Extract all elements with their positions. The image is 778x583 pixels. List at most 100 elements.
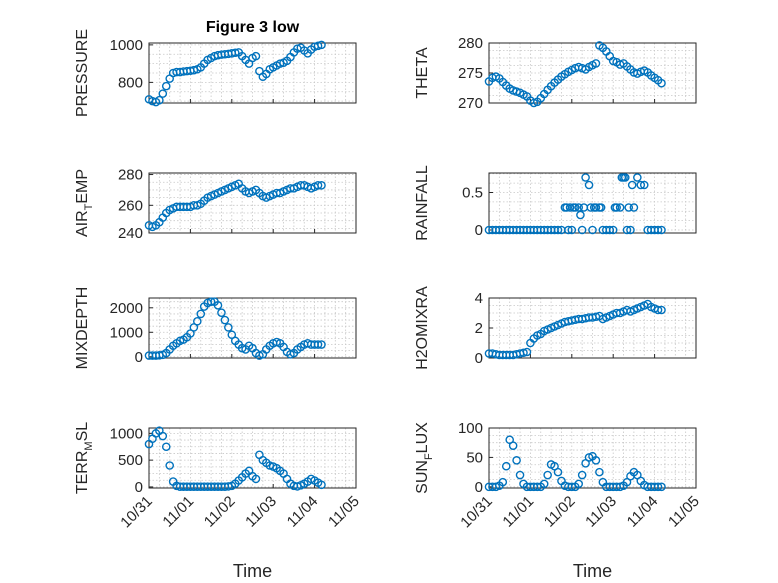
y-tick-label: 50 <box>466 449 483 466</box>
data-point <box>217 308 226 317</box>
data-point <box>192 316 202 326</box>
data-point <box>553 467 563 477</box>
data-point <box>317 480 326 490</box>
y-tick-label: 0 <box>135 349 143 366</box>
data-point <box>206 297 216 306</box>
data-point <box>574 479 584 489</box>
data-point <box>629 203 639 212</box>
data-point <box>508 441 518 450</box>
data-point <box>317 40 326 50</box>
data-point <box>317 340 326 349</box>
y-tick-label: 270 <box>458 95 483 112</box>
data-point <box>230 48 240 58</box>
data-point <box>519 348 528 358</box>
y-tick-label: 0.5 <box>462 185 483 202</box>
data-point <box>313 181 323 190</box>
axes-frame <box>148 172 357 234</box>
data-point <box>586 203 596 212</box>
axes-frame <box>148 297 357 359</box>
y-tick-label: 1000 <box>110 324 143 341</box>
y-tick-label: 100 <box>458 420 483 437</box>
axes-frame <box>148 42 357 104</box>
axes-frame <box>148 427 357 489</box>
data-point <box>657 225 666 235</box>
y-tick-label: 2000 <box>110 300 143 317</box>
axes-box <box>488 172 697 234</box>
y-tick-label: 240 <box>118 225 143 242</box>
data-point <box>588 225 597 235</box>
y-axis-label: MIXDEPTH <box>74 287 91 370</box>
data-point <box>196 309 206 319</box>
data-point <box>657 305 666 315</box>
data-point <box>653 482 663 492</box>
data-point <box>522 347 532 357</box>
subplot-1: 800 1000 PRESSURE Figure 3 low <box>74 19 357 117</box>
y-tick-label: 0 <box>475 479 483 496</box>
data-point <box>565 203 575 212</box>
data-point <box>577 470 587 480</box>
y-tick-label: 0 <box>475 350 483 367</box>
data-point <box>251 51 261 61</box>
data-point <box>165 461 174 470</box>
data-point <box>155 95 164 105</box>
x-axis-label: Time <box>233 561 272 581</box>
y-tick-label: 1000 <box>110 425 143 442</box>
data-point <box>567 225 577 235</box>
data-point <box>626 225 635 235</box>
x-tick-label: 11/04 <box>284 493 322 531</box>
x-tick-label: 11/02 <box>201 493 239 531</box>
y-tick-label: 1000 <box>110 37 143 54</box>
axes-box <box>148 297 357 359</box>
data-point <box>553 225 563 235</box>
data-point <box>595 467 604 477</box>
subplot-7: 0 500 1000 10/31 11/01 11/02 11/03 11/04 11/05 TE… <box>74 422 363 581</box>
subplot-3: 240 260 280 AIRTEMP <box>74 167 357 242</box>
data-point <box>608 225 618 235</box>
data-point <box>653 305 663 315</box>
data-point <box>577 225 587 235</box>
x-tick-label: 11/05 <box>325 493 363 531</box>
y-tick-label: 275 <box>458 65 483 82</box>
y-tick-label: 500 <box>118 452 143 469</box>
data-point <box>636 180 646 190</box>
data-point <box>533 482 542 492</box>
y-axis-label: PRESSURE <box>74 29 91 117</box>
data-point <box>622 225 632 235</box>
subplot-title: Figure 3 low <box>206 19 300 36</box>
data-point <box>605 225 615 235</box>
data-point <box>584 180 594 190</box>
subplot-8: 0 50 100 10/31 11/01 11/02 11/03 11/04 11/05 SUNF… <box>414 420 703 581</box>
y-tick-label: 280 <box>458 35 483 52</box>
data-point <box>639 180 649 190</box>
data-point <box>617 173 627 182</box>
data-point <box>161 442 171 452</box>
data-point <box>591 456 601 465</box>
data-point <box>224 323 233 332</box>
y-tick-label: 800 <box>118 74 143 91</box>
y-axis-label: H2OMIXRA <box>414 286 431 370</box>
y-tick-label: 4 <box>475 290 483 307</box>
y-tick-label: 280 <box>118 167 143 184</box>
x-tick-label: 11/03 <box>242 493 280 531</box>
y-axis-label: AIRTEMP <box>74 169 95 237</box>
data-point <box>189 65 199 75</box>
data-point <box>158 89 168 98</box>
x-tick-label: 10/31 <box>457 493 496 532</box>
y-tick-label: 0 <box>135 479 143 496</box>
data-point <box>576 210 585 220</box>
data-point <box>313 41 323 51</box>
subplot-6: 0 2 4 H2OMIXRA <box>414 286 697 370</box>
data-point <box>627 180 637 190</box>
subplot-2: 270 275 280 THETA <box>414 35 697 112</box>
data-point <box>317 181 326 190</box>
data-point <box>251 474 261 484</box>
y-axis-label: THETA <box>414 47 431 99</box>
data-point <box>161 81 171 91</box>
x-tick-label: 11/05 <box>665 493 703 531</box>
y-axis-label: TERRMSL <box>74 422 95 494</box>
data-point <box>567 482 577 492</box>
data-point <box>539 479 549 489</box>
data-point <box>564 225 573 235</box>
data-point <box>653 225 663 235</box>
